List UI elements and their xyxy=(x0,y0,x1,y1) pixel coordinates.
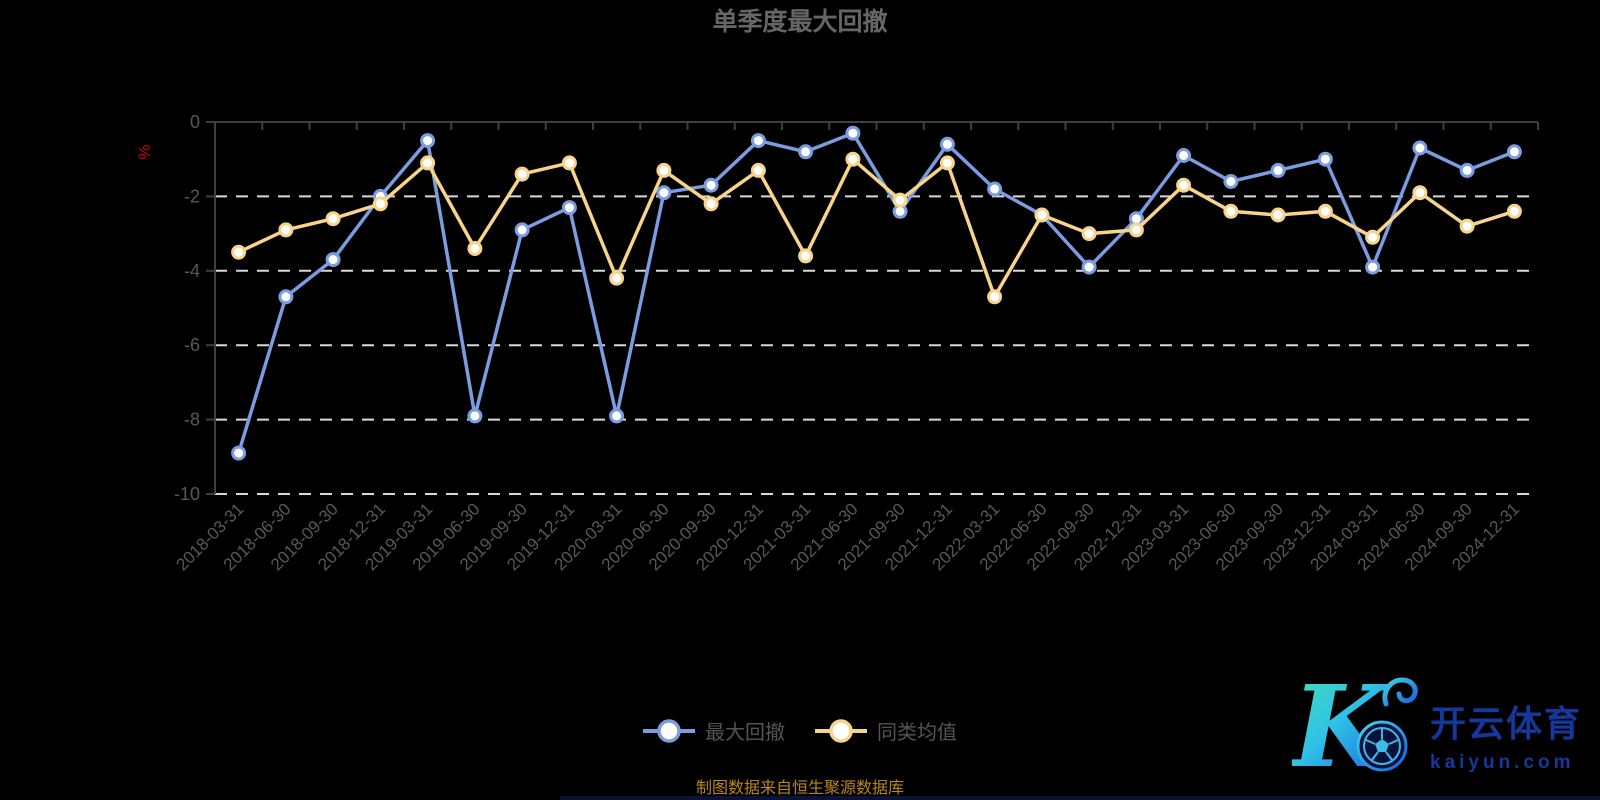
data-point-1-2019-03-31[interactable] xyxy=(420,155,436,171)
data-point-0-2021-03-31[interactable] xyxy=(798,144,814,160)
data-point-0-2018-09-30[interactable] xyxy=(325,252,341,268)
data-point-0-2023-09-30[interactable] xyxy=(1270,162,1286,178)
y-tick-label: 0 xyxy=(190,112,200,132)
data-point-1-2021-06-30[interactable] xyxy=(845,151,861,167)
data-point-0-2019-06-30[interactable] xyxy=(467,408,483,424)
data-point-1-2022-12-31[interactable] xyxy=(1128,222,1144,238)
line-marker-icon xyxy=(815,718,867,743)
data-point-1-2020-12-31[interactable] xyxy=(750,162,766,178)
data-point-0-2020-06-30[interactable] xyxy=(656,185,672,201)
chart-legend: 最大回撤 同类均值 xyxy=(0,716,1600,745)
data-point-1-2023-06-30[interactable] xyxy=(1223,203,1239,219)
line-marker-icon xyxy=(643,718,695,743)
watermark-brand: 开云体育 xyxy=(1430,703,1583,744)
data-point-0-2024-03-31[interactable] xyxy=(1365,259,1381,275)
y-tick-label: -2 xyxy=(184,186,200,206)
y-tick-label: -10 xyxy=(174,484,200,504)
data-point-1-2018-06-30[interactable] xyxy=(278,222,294,238)
data-point-1-2022-03-31[interactable] xyxy=(987,289,1003,305)
data-point-1-2019-09-30[interactable] xyxy=(514,166,530,182)
legend-item-category-average[interactable]: 同类均值 xyxy=(815,716,957,745)
data-point-1-2023-09-30[interactable] xyxy=(1270,207,1286,223)
data-point-1-2022-06-30[interactable] xyxy=(1034,207,1050,223)
data-point-1-2020-06-30[interactable] xyxy=(656,162,672,178)
y-tick-label: -6 xyxy=(184,335,200,355)
data-point-1-2024-06-30[interactable] xyxy=(1412,185,1428,201)
series-line-0 xyxy=(236,131,1517,455)
y-tick-label: -4 xyxy=(184,261,200,281)
data-point-1-2021-12-31[interactable] xyxy=(939,155,955,171)
data-point-0-2022-03-31[interactable] xyxy=(987,181,1003,197)
data-point-1-2019-06-30[interactable] xyxy=(467,241,483,256)
data-point-1-2018-12-31[interactable] xyxy=(372,196,388,212)
data-point-1-2018-03-31[interactable] xyxy=(231,244,247,260)
series-line-1 xyxy=(236,157,1517,299)
data-point-1-2021-09-30[interactable] xyxy=(892,192,908,208)
data-point-0-2020-03-31[interactable] xyxy=(609,408,625,424)
data-point-0-2020-09-30[interactable] xyxy=(703,177,719,193)
data-point-1-2024-09-30[interactable] xyxy=(1459,218,1475,234)
data-point-0-2022-09-30[interactable] xyxy=(1081,259,1097,275)
watermark-text: 开云体育 kaiyun.com xyxy=(1430,704,1600,774)
data-point-0-2024-12-31[interactable] xyxy=(1506,144,1522,160)
chart-title: 单季度最大回撤 xyxy=(712,8,888,36)
data-point-0-2021-12-31[interactable] xyxy=(939,136,955,152)
y-tick-label: -8 xyxy=(184,410,200,430)
data-point-1-2020-09-30[interactable] xyxy=(703,196,719,212)
data-point-0-2019-12-31[interactable] xyxy=(561,200,577,216)
data-point-0-2024-06-30[interactable] xyxy=(1412,140,1428,156)
data-point-1-2021-03-31[interactable] xyxy=(798,248,814,264)
data-source-caption: 制图数据来自恒生聚源数据库 xyxy=(695,780,904,797)
data-point-1-2024-03-31[interactable] xyxy=(1365,229,1381,245)
data-point-0-2023-03-31[interactable] xyxy=(1176,148,1192,163)
data-point-1-2018-09-30[interactable] xyxy=(325,211,341,227)
data-point-0-2019-09-30[interactable] xyxy=(514,222,530,238)
soccer-ball-icon xyxy=(1356,720,1408,772)
data-point-1-2019-12-31[interactable] xyxy=(561,155,577,171)
data-point-0-2021-06-30[interactable] xyxy=(845,125,861,141)
legend-label-max-drawdown: 最大回撤 xyxy=(705,722,785,744)
data-point-0-2018-03-31[interactable] xyxy=(231,445,247,461)
data-point-1-2023-03-31[interactable] xyxy=(1176,177,1192,193)
data-point-0-2020-12-31[interactable] xyxy=(750,133,766,149)
data-point-0-2019-03-31[interactable] xyxy=(420,133,436,149)
legend-item-max-drawdown[interactable]: 最大回撤 xyxy=(643,716,785,745)
data-point-0-2018-06-30[interactable] xyxy=(278,289,294,305)
watermark-domain: kaiyun.com xyxy=(1430,752,1575,773)
data-point-1-2023-12-31[interactable] xyxy=(1317,203,1333,219)
data-point-0-2023-06-30[interactable] xyxy=(1223,174,1239,189)
data-point-1-2024-12-31[interactable] xyxy=(1506,203,1522,219)
data-point-0-2024-09-30[interactable] xyxy=(1459,162,1475,178)
data-point-1-2020-03-31[interactable] xyxy=(609,270,625,286)
chart-canvas[interactable]: 0-2-4-6-8-102018-03-312018-06-302018-09-… xyxy=(0,0,1600,660)
data-point-0-2023-12-31[interactable] xyxy=(1317,151,1333,167)
swirl-icon xyxy=(1382,677,1418,707)
legend-label-category-average: 同类均值 xyxy=(877,722,957,744)
bottom-edge-strip xyxy=(560,796,1600,800)
data-point-1-2022-09-30[interactable] xyxy=(1081,226,1097,242)
watermark-kaiyun[interactable]: K 开云体育 k xyxy=(1284,672,1600,796)
